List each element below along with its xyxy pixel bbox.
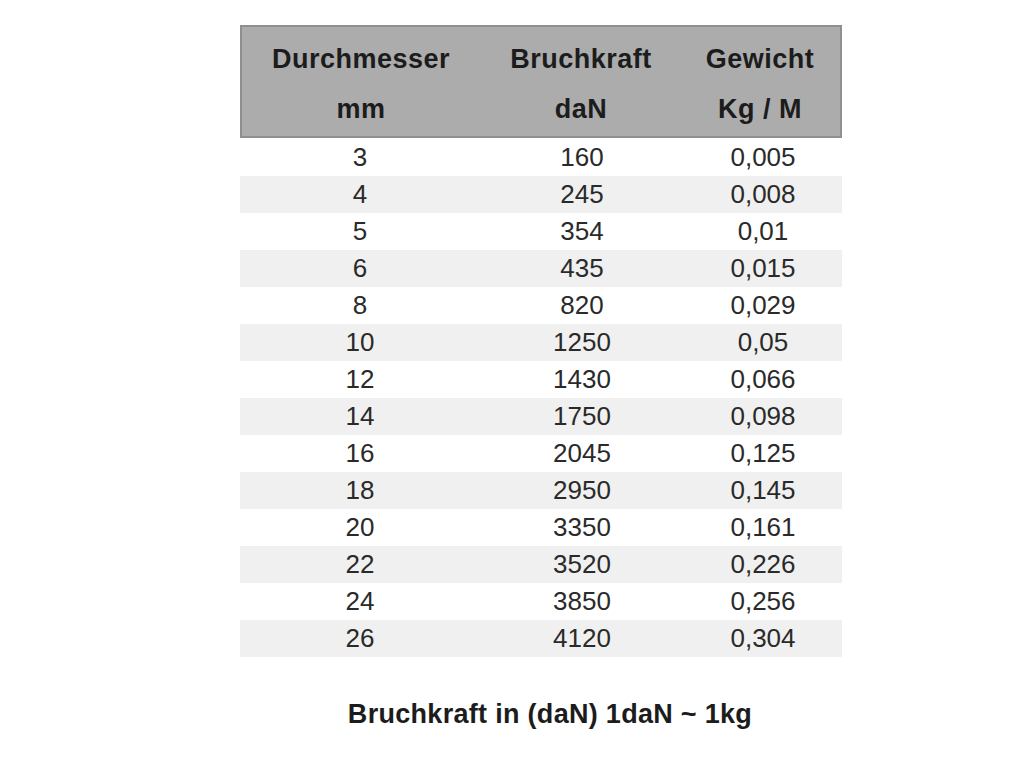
cell-durchmesser: 26 [240, 620, 480, 657]
cell-bruchkraft: 3520 [480, 546, 684, 583]
column-unit-dan: daN [480, 94, 682, 125]
column-unit-kg-m: Kg / M [682, 94, 838, 125]
column-unit-mm: mm [242, 94, 480, 125]
cell-gewicht: 0,066 [684, 361, 842, 398]
cell-durchmesser: 24 [240, 583, 480, 620]
cell-bruchkraft: 435 [480, 250, 684, 287]
cell-durchmesser: 20 [240, 509, 480, 546]
cell-bruchkraft: 160 [480, 139, 684, 176]
table-row: 1829500,145 [240, 472, 842, 509]
cell-gewicht: 0,01 [684, 213, 842, 250]
cell-durchmesser: 22 [240, 546, 480, 583]
cell-bruchkraft: 3350 [480, 509, 684, 546]
cell-gewicht: 0,125 [684, 435, 842, 472]
cell-bruchkraft: 4120 [480, 620, 684, 657]
table-row: 1012500,05 [240, 324, 842, 361]
cell-durchmesser: 16 [240, 435, 480, 472]
cell-gewicht: 0,098 [684, 398, 842, 435]
cell-gewicht: 0,145 [684, 472, 842, 509]
cell-gewicht: 0,256 [684, 583, 842, 620]
table-row: 2641200,304 [240, 620, 842, 657]
table-body: 31600,00542450,00853540,0164350,01588200… [240, 139, 842, 657]
table-caption: Bruchkraft in (daN) 1daN ~ 1kg [240, 699, 860, 730]
cell-bruchkraft: 2045 [480, 435, 684, 472]
cell-gewicht: 0,05 [684, 324, 842, 361]
column-header-durchmesser: Durchmesser [242, 44, 480, 75]
cell-gewicht: 0,304 [684, 620, 842, 657]
column-header-gewicht: Gewicht [682, 44, 838, 75]
table-row: 53540,01 [240, 213, 842, 250]
table-row: 1417500,098 [240, 398, 842, 435]
table-row: 88200,029 [240, 287, 842, 324]
cell-durchmesser: 5 [240, 213, 480, 250]
cell-bruchkraft: 3850 [480, 583, 684, 620]
cell-durchmesser: 14 [240, 398, 480, 435]
header-name-row: Durchmesser Bruchkraft Gewicht [242, 44, 840, 75]
cell-durchmesser: 18 [240, 472, 480, 509]
spec-table: Durchmesser Bruchkraft Gewicht mm daN Kg… [240, 25, 842, 657]
table-row: 2438500,256 [240, 583, 842, 620]
cell-bruchkraft: 354 [480, 213, 684, 250]
table-row: 1214300,066 [240, 361, 842, 398]
cell-bruchkraft: 1430 [480, 361, 684, 398]
cell-gewicht: 0,005 [684, 139, 842, 176]
cell-durchmesser: 8 [240, 287, 480, 324]
page: Durchmesser Bruchkraft Gewicht mm daN Kg… [0, 0, 1024, 768]
cell-bruchkraft: 1250 [480, 324, 684, 361]
cell-durchmesser: 4 [240, 176, 480, 213]
cell-gewicht: 0,015 [684, 250, 842, 287]
cell-bruchkraft: 1750 [480, 398, 684, 435]
cell-bruchkraft: 820 [480, 287, 684, 324]
cell-durchmesser: 6 [240, 250, 480, 287]
cell-gewicht: 0,161 [684, 509, 842, 546]
cell-durchmesser: 12 [240, 361, 480, 398]
table-row: 2235200,226 [240, 546, 842, 583]
table-row: 1620450,125 [240, 435, 842, 472]
table-row: 31600,005 [240, 139, 842, 176]
header-unit-row: mm daN Kg / M [242, 94, 840, 125]
cell-bruchkraft: 245 [480, 176, 684, 213]
table-header: Durchmesser Bruchkraft Gewicht mm daN Kg… [240, 25, 842, 138]
cell-durchmesser: 3 [240, 139, 480, 176]
table-row: 42450,008 [240, 176, 842, 213]
column-header-bruchkraft: Bruchkraft [480, 44, 682, 75]
table-row: 64350,015 [240, 250, 842, 287]
cell-durchmesser: 10 [240, 324, 480, 361]
table-row: 2033500,161 [240, 509, 842, 546]
cell-gewicht: 0,226 [684, 546, 842, 583]
cell-bruchkraft: 2950 [480, 472, 684, 509]
cell-gewicht: 0,029 [684, 287, 842, 324]
cell-gewicht: 0,008 [684, 176, 842, 213]
